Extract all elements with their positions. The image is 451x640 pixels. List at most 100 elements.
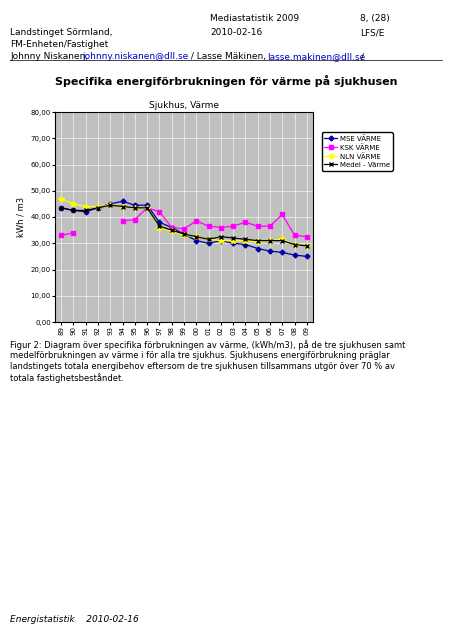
Line: MSE VÄRME: MSE VÄRME bbox=[59, 200, 308, 258]
Text: medelförbrukningen av värme i för alla tre sjukhus. Sjukhusens energiförbrukning: medelförbrukningen av värme i för alla t… bbox=[10, 351, 389, 360]
Medel - Värme bbox=[304, 242, 309, 250]
MSE VÄRME bbox=[169, 223, 174, 231]
Medel - Värme bbox=[291, 241, 297, 248]
MSE VÄRME bbox=[193, 237, 198, 244]
Medel - Värme bbox=[58, 204, 64, 212]
NLN VÄRME bbox=[267, 237, 272, 244]
Text: 8, (28): 8, (28) bbox=[359, 14, 389, 23]
KSK VÄRME bbox=[58, 232, 64, 239]
KSK VÄRME bbox=[156, 208, 162, 216]
KSK VÄRME bbox=[120, 217, 125, 225]
KSK VÄRME bbox=[254, 222, 260, 230]
MSE VÄRME bbox=[304, 253, 309, 260]
Medel - Värme bbox=[120, 203, 125, 211]
Text: totala fastighetsbeståndet.: totala fastighetsbeståndet. bbox=[10, 373, 124, 383]
Text: LFS/E: LFS/E bbox=[359, 28, 383, 37]
MSE VÄRME bbox=[144, 202, 150, 209]
Text: Mediastatistik 2009: Mediastatistik 2009 bbox=[210, 14, 299, 23]
Medel - Värme bbox=[95, 204, 101, 212]
Medel - Värme bbox=[242, 236, 248, 243]
Medel - Värme bbox=[218, 233, 223, 241]
NLN VÄRME bbox=[218, 237, 223, 244]
KSK VÄRME bbox=[193, 217, 198, 225]
KSK VÄRME bbox=[70, 229, 76, 237]
Medel - Värme bbox=[107, 202, 113, 209]
Text: 2010-02-16: 2010-02-16 bbox=[210, 28, 262, 37]
NLN VÄRME bbox=[83, 203, 88, 211]
NLN VÄRME bbox=[107, 202, 113, 209]
NLN VÄRME bbox=[132, 204, 137, 212]
NLN VÄRME bbox=[193, 233, 198, 241]
Y-axis label: kWh / m3: kWh / m3 bbox=[16, 197, 25, 237]
MSE VÄRME bbox=[70, 207, 76, 214]
KSK VÄRME bbox=[205, 222, 211, 230]
Line: Medel - Värme: Medel - Värme bbox=[59, 203, 308, 248]
KSK VÄRME bbox=[242, 218, 248, 226]
MSE VÄRME bbox=[95, 204, 101, 212]
NLN VÄRME bbox=[144, 204, 150, 212]
Medel - Värme bbox=[205, 236, 211, 243]
Text: lasse.makinen@dll.se: lasse.makinen@dll.se bbox=[267, 52, 364, 61]
Medel - Värme bbox=[132, 204, 137, 212]
KSK VÄRME bbox=[230, 222, 235, 230]
MSE VÄRME bbox=[120, 197, 125, 205]
Text: Specifika energiförbrukningen för värme på sjukhusen: Specifika energiförbrukningen för värme … bbox=[55, 75, 396, 87]
NLN VÄRME bbox=[205, 236, 211, 243]
KSK VÄRME bbox=[291, 232, 297, 239]
Medel - Värme bbox=[169, 227, 174, 234]
MSE VÄRME bbox=[58, 204, 64, 212]
Text: Figur 2: Diagram över specifika förbrukningen av värme, (kWh/m3), på de tre sjuk: Figur 2: Diagram över specifika förbrukn… bbox=[10, 340, 405, 350]
Text: landstingets totala energibehov eftersom de tre sjukhusen tillsammans utgör över: landstingets totala energibehov eftersom… bbox=[10, 362, 394, 371]
NLN VÄRME bbox=[304, 242, 309, 250]
NLN VÄRME bbox=[95, 203, 101, 211]
Text: /: / bbox=[357, 52, 363, 61]
Text: Energistatistik    2010-02-16: Energistatistik 2010-02-16 bbox=[10, 615, 138, 624]
MSE VÄRME bbox=[291, 252, 297, 259]
Medel - Värme bbox=[144, 204, 150, 212]
Text: FM-Enheten/Fastighet: FM-Enheten/Fastighet bbox=[10, 40, 108, 49]
MSE VÄRME bbox=[254, 244, 260, 252]
MSE VÄRME bbox=[181, 230, 186, 238]
Text: johnny.niskanen@dll.se: johnny.niskanen@dll.se bbox=[82, 52, 188, 61]
MSE VÄRME bbox=[156, 218, 162, 226]
Medel - Värme bbox=[83, 207, 88, 214]
NLN VÄRME bbox=[169, 228, 174, 236]
Title: Sjukhus, Värme: Sjukhus, Värme bbox=[149, 101, 219, 110]
KSK VÄRME bbox=[267, 222, 272, 230]
Medel - Värme bbox=[254, 237, 260, 244]
NLN VÄRME bbox=[230, 237, 235, 244]
MSE VÄRME bbox=[132, 202, 137, 209]
KSK VÄRME bbox=[132, 216, 137, 223]
KSK VÄRME bbox=[304, 233, 309, 241]
Medel - Värme bbox=[156, 222, 162, 230]
Line: KSK VÄRME: KSK VÄRME bbox=[59, 205, 308, 239]
MSE VÄRME bbox=[83, 208, 88, 216]
MSE VÄRME bbox=[218, 237, 223, 244]
MSE VÄRME bbox=[107, 200, 113, 208]
Medel - Värme bbox=[193, 233, 198, 241]
Medel - Värme bbox=[230, 234, 235, 242]
KSK VÄRME bbox=[169, 223, 174, 231]
KSK VÄRME bbox=[218, 223, 223, 231]
Line: NLN VÄRME: NLN VÄRME bbox=[58, 196, 309, 249]
Text: Johnny Niskanen,: Johnny Niskanen, bbox=[10, 52, 91, 61]
MSE VÄRME bbox=[267, 247, 272, 255]
NLN VÄRME bbox=[70, 200, 76, 208]
MSE VÄRME bbox=[230, 239, 235, 247]
NLN VÄRME bbox=[181, 232, 186, 239]
KSK VÄRME bbox=[279, 211, 285, 218]
NLN VÄRME bbox=[254, 238, 260, 246]
Medel - Värme bbox=[279, 237, 285, 244]
NLN VÄRME bbox=[279, 236, 285, 243]
NLN VÄRME bbox=[58, 195, 64, 202]
MSE VÄRME bbox=[242, 241, 248, 248]
MSE VÄRME bbox=[279, 248, 285, 256]
KSK VÄRME bbox=[144, 204, 150, 212]
Medel - Värme bbox=[70, 207, 76, 214]
Text: / Lasse Mäkinen,: / Lasse Mäkinen, bbox=[188, 52, 268, 61]
Medel - Värme bbox=[181, 230, 186, 238]
NLN VÄRME bbox=[120, 203, 125, 211]
MSE VÄRME bbox=[205, 239, 211, 247]
Medel - Värme bbox=[267, 237, 272, 244]
Legend: MSE VÄRME, KSK VÄRME, NLN VÄRME, Medel - Värme: MSE VÄRME, KSK VÄRME, NLN VÄRME, Medel -… bbox=[321, 132, 392, 171]
